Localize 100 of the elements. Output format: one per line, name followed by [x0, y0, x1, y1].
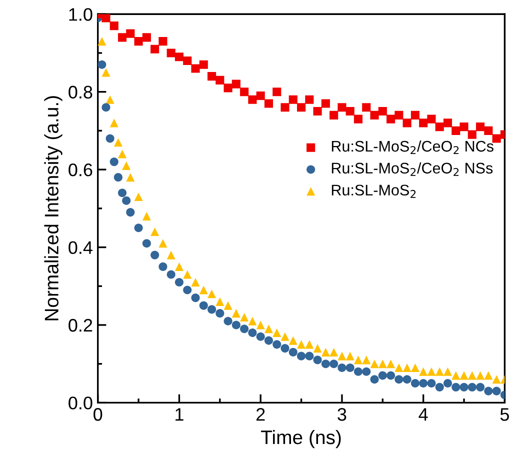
point — [272, 88, 282, 96]
point — [321, 99, 330, 108]
point — [484, 371, 493, 380]
point — [427, 378, 436, 388]
point — [248, 328, 257, 338]
point — [264, 99, 274, 108]
point — [98, 37, 106, 46]
point — [492, 375, 501, 384]
point — [232, 309, 240, 318]
point — [362, 367, 371, 376]
point — [386, 371, 396, 380]
point — [394, 375, 404, 384]
point — [476, 382, 485, 392]
point — [122, 161, 131, 170]
point — [191, 294, 200, 302]
point — [313, 344, 322, 353]
point — [330, 360, 338, 368]
point — [207, 290, 216, 298]
point — [468, 371, 476, 380]
point — [354, 367, 363, 376]
point — [134, 37, 143, 46]
point — [126, 29, 135, 38]
point — [98, 60, 106, 69]
point — [378, 106, 387, 116]
point — [313, 356, 322, 364]
y-tick-label: 0.6 — [68, 163, 92, 176]
point — [248, 95, 257, 104]
y-tick-label: 0.0 — [68, 396, 92, 410]
point — [419, 378, 428, 388]
point — [216, 297, 224, 306]
point — [158, 37, 168, 46]
y-tick-label: 1.0 — [69, 8, 92, 21]
y-axis-title: Normalized Intensity (a.u.) — [44, 96, 62, 320]
point — [443, 118, 452, 128]
point — [338, 103, 346, 112]
point — [110, 158, 118, 166]
point — [468, 382, 476, 392]
point — [142, 212, 151, 220]
point — [102, 103, 110, 112]
point — [150, 44, 160, 54]
point — [174, 52, 184, 62]
point — [110, 22, 118, 30]
point — [248, 316, 257, 326]
x-tick-label: 3 — [338, 408, 346, 421]
point — [296, 352, 306, 360]
y-tick-label: 0.8 — [68, 86, 92, 99]
point — [264, 324, 274, 334]
point — [288, 95, 298, 104]
point — [338, 363, 346, 372]
point — [321, 348, 330, 356]
point — [476, 122, 485, 132]
point — [118, 150, 127, 158]
point — [468, 130, 476, 139]
legend-label: Ru:SL-MoS$_{2}$/CeO$_{2}$ NCs — [332, 140, 494, 154]
point — [272, 328, 282, 338]
point — [288, 336, 298, 345]
point — [216, 309, 224, 318]
point — [427, 114, 436, 124]
point — [102, 68, 110, 77]
point — [370, 360, 379, 368]
point — [443, 367, 452, 376]
point — [338, 352, 346, 360]
point — [452, 382, 460, 392]
point — [288, 348, 298, 356]
legend-label: Ru:SL-MoS$_{2}$ — [332, 184, 416, 198]
point — [110, 118, 118, 128]
point — [452, 371, 460, 380]
point — [191, 64, 200, 73]
point — [460, 382, 468, 392]
point — [484, 386, 493, 396]
point — [166, 250, 176, 260]
point — [264, 336, 274, 345]
legend-label: Ru:SL-MoS$_{2}$/CeO$_{2}$ NSs — [332, 162, 493, 176]
point — [378, 360, 387, 368]
point — [150, 250, 160, 260]
point — [362, 103, 371, 112]
point — [321, 360, 330, 368]
point — [142, 33, 151, 42]
point — [142, 239, 151, 248]
point — [386, 114, 396, 124]
point — [207, 72, 216, 81]
point — [232, 80, 240, 88]
point — [224, 84, 232, 92]
point — [183, 56, 192, 66]
point — [272, 340, 282, 349]
point — [370, 110, 379, 120]
point — [158, 239, 168, 248]
point — [305, 340, 314, 349]
point — [296, 103, 306, 112]
point — [106, 95, 114, 104]
x-tick-label: 2 — [256, 408, 265, 421]
point — [484, 126, 493, 135]
point — [216, 76, 224, 84]
point — [240, 88, 249, 96]
point — [114, 173, 122, 182]
point — [427, 367, 436, 376]
point — [410, 378, 420, 388]
point — [240, 312, 249, 322]
point — [394, 363, 404, 372]
point — [199, 286, 208, 294]
